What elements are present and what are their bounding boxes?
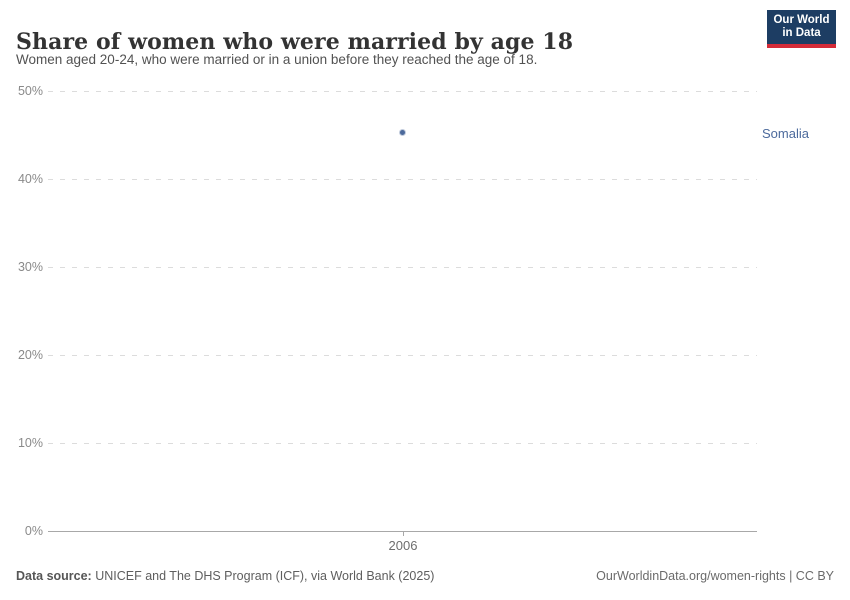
x-axis-line — [48, 531, 757, 532]
data-point-somalia[interactable] — [400, 129, 405, 135]
gridline-50pct — [48, 91, 757, 92]
gridline-10pct — [48, 443, 757, 444]
gridline-40pct — [48, 179, 757, 180]
data-source-label: Data source: — [16, 569, 92, 583]
entity-label-somalia[interactable]: Somalia — [762, 126, 809, 141]
data-source-text: UNICEF and The DHS Program (ICF), via Wo… — [91, 569, 435, 583]
owid-logo[interactable]: Our World in Data — [767, 10, 836, 48]
data-source-note: Data source: UNICEF and The DHS Program … — [16, 569, 434, 583]
gridline-30pct — [48, 267, 757, 268]
y-tick-label-0: 0% — [24, 524, 43, 538]
owid-logo-line2: in Data — [782, 27, 821, 39]
x-tick-mark-2006 — [403, 531, 404, 536]
credit-link[interactable]: OurWorldinData.org/women-rights | CC BY — [596, 569, 834, 583]
owid-logo-line1: Our World — [773, 13, 830, 26]
y-tick-label-50: 50% — [17, 84, 43, 98]
y-tick-label-20: 20% — [17, 348, 43, 362]
y-tick-label-40: 40% — [17, 172, 43, 186]
gridline-20pct — [48, 355, 757, 356]
y-tick-label-10: 10% — [17, 436, 43, 450]
page-title: Share of women who were married by age 1… — [16, 28, 574, 55]
y-tick-label-30: 30% — [17, 260, 43, 274]
x-tick-label-2006: 2006 — [388, 538, 418, 553]
chart-subtitle: Women aged 20-24, who were married or in… — [16, 52, 538, 67]
